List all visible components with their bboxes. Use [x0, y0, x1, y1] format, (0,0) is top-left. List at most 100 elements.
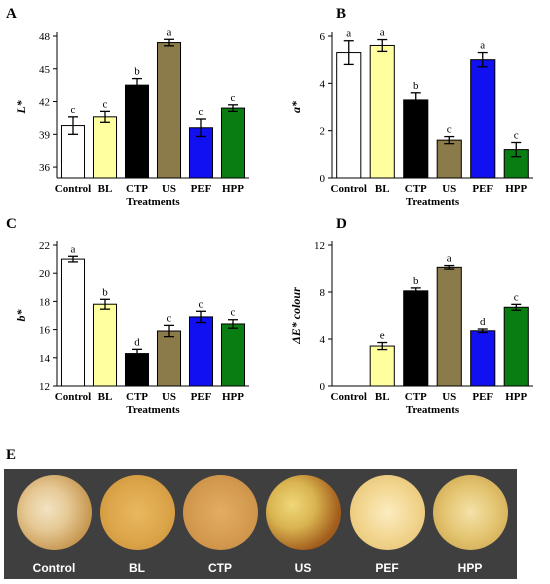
panel-d-category-label-5: HPP	[505, 391, 527, 403]
panel-b-sig-letter-0: a	[346, 28, 351, 40]
photo-label-hpp: HPP	[457, 561, 483, 575]
panel-a-sig-letter-2: b	[134, 66, 140, 78]
panel-b-sig-letter-5: c	[514, 130, 519, 142]
photo-label-bl: BL	[129, 561, 145, 575]
panel-a-category-label-3: US	[162, 183, 176, 195]
panel-a-y-tick-label-4: 48	[39, 31, 51, 43]
panel-c-y-tick-label-1: 14	[39, 353, 51, 365]
sample-photo-bl	[100, 475, 175, 550]
sample-photo-pef	[350, 475, 425, 550]
panel-a-letter: A	[6, 6, 17, 22]
panel-a-y-axis-label: L*	[14, 99, 28, 114]
panel-b-y-tick-label-0: 0	[320, 173, 326, 185]
panel-a-y-tick-label-1: 39	[39, 129, 51, 141]
panel-c-letter: C	[6, 216, 17, 232]
panel-c-sig-letter-0: a	[71, 243, 76, 255]
panel-c-category-label-5: HPP	[222, 391, 244, 403]
panel-c-category-label-3: US	[162, 391, 176, 403]
panel-d-x-axis-title: Treatments	[406, 404, 460, 416]
sample-photo-hpp	[433, 475, 508, 550]
panel-b-bar-4	[470, 59, 496, 179]
panel-a-bar-5	[220, 107, 246, 179]
panel-b-sig-letter-1: a	[380, 27, 385, 39]
panel-c-category-label-1: BL	[98, 391, 113, 403]
panel-d-sig-letter-4: d	[480, 316, 486, 328]
panel-c-bar-0	[60, 258, 86, 387]
panel-c-x-axis-title: Treatments	[126, 404, 180, 416]
panel-b-bar-0	[336, 52, 362, 179]
panel-b-category-label-0: Control	[331, 183, 367, 195]
panel-b-bar-1	[369, 44, 395, 179]
panel-c-category-label-0: Control	[55, 391, 91, 403]
panel-b-category-label-4: PEF	[472, 183, 493, 195]
panel-d-sig-letter-3: a	[447, 253, 452, 265]
panel-b-bar-5	[503, 149, 529, 179]
panel-c-y-tick-label-4: 20	[39, 268, 51, 280]
panel-d-y-axis-label: ΔE* colour	[289, 287, 303, 345]
panel-a-sig-letter-4: c	[199, 106, 204, 118]
panel-b-y-tick-label-3: 6	[320, 31, 326, 43]
panel-d-category-label-0: Control	[331, 391, 367, 403]
panel-d-y-tick-label-0: 0	[320, 381, 326, 393]
panel-d-letter: D	[336, 216, 347, 232]
panel-d-sig-letter-5: c	[514, 291, 519, 303]
panel-b-x-axis-title: Treatments	[406, 196, 460, 208]
panel-d-category-label-4: PEF	[472, 391, 493, 403]
panel-b-category-label-3: US	[442, 183, 456, 195]
panel-b-bar-3	[436, 139, 462, 179]
panel-a-category-label-0: Control	[55, 183, 91, 195]
panel-c-sig-letter-2: d	[134, 336, 140, 348]
photo-label-ctp: CTP	[208, 561, 232, 575]
panel-d-bar-1	[369, 345, 395, 387]
panel-c-y-axis-label: b*	[14, 309, 28, 322]
panel-c-bar-5	[220, 323, 246, 387]
panel-a-category-label-5: HPP	[222, 183, 244, 195]
panel-a-y-tick-label-2: 42	[39, 97, 50, 109]
panel-c-sig-letter-3: c	[167, 312, 172, 324]
panel-a-sig-letter-3: a	[167, 26, 172, 38]
panel-d-sig-letter-2: b	[413, 275, 419, 287]
panel-d-y-tick-label-2: 8	[320, 287, 326, 299]
panel-c-category-label-4: PEF	[191, 391, 212, 403]
panel-d-bar-2	[403, 290, 429, 387]
panel-c-y-tick-label-0: 12	[39, 381, 50, 393]
panel-b-y-tick-label-1: 2	[320, 126, 326, 138]
sample-photo-us	[266, 475, 341, 550]
panel-b-category-label-5: HPP	[505, 183, 527, 195]
panel-c-bar-3	[156, 330, 182, 387]
photo-label-us: US	[294, 561, 312, 575]
panel-a-sig-letter-1: c	[103, 98, 108, 110]
panel-d-bar-4	[470, 330, 496, 387]
panel-a-y-tick-label-3: 45	[39, 64, 51, 76]
panel-a-bar-3	[156, 42, 182, 179]
panel-a-sig-letter-0: c	[71, 104, 76, 116]
sample-photo-ctp	[183, 475, 258, 550]
panel-a-category-label-4: PEF	[191, 183, 212, 195]
panel-b-y-axis-label: a*	[289, 100, 303, 113]
panel-b-sig-letter-4: a	[480, 40, 485, 52]
panel-d-category-label-2: CTP	[405, 391, 427, 403]
panel-c-y-tick-label-2: 16	[39, 325, 51, 337]
panel-b-category-label-2: CTP	[405, 183, 427, 195]
panel-d-bar-3	[436, 266, 462, 387]
photo-label-pef: PEF	[375, 561, 399, 575]
panel-c-category-label-2: CTP	[126, 391, 148, 403]
photo-panel: Control BL CTP US PEF HPP	[4, 469, 517, 579]
panel-c-y-tick-label-5: 22	[39, 240, 50, 252]
panel-d-category-label-1: BL	[375, 391, 390, 403]
panel-d-sig-letter-1: e	[380, 330, 385, 342]
panel-d-category-label-3: US	[442, 391, 456, 403]
panel-d-y-tick-label-1: 4	[320, 334, 326, 346]
panel-a-category-label-1: BL	[98, 183, 113, 195]
panel-d-y-tick-label-3: 12	[314, 240, 325, 252]
panel-c-bar-1	[92, 303, 118, 387]
panel-b-letter: B	[336, 6, 346, 22]
panel-c-bar-4	[188, 316, 214, 387]
panel-b-y-tick-label-2: 4	[320, 78, 326, 90]
panel-a-bar-1	[92, 116, 118, 179]
panel-c-sig-letter-1: b	[102, 286, 108, 298]
panel-a-y-tick-label-0: 36	[39, 162, 51, 174]
panel-a-bar-2	[124, 84, 150, 179]
sample-photo-control	[17, 475, 92, 550]
